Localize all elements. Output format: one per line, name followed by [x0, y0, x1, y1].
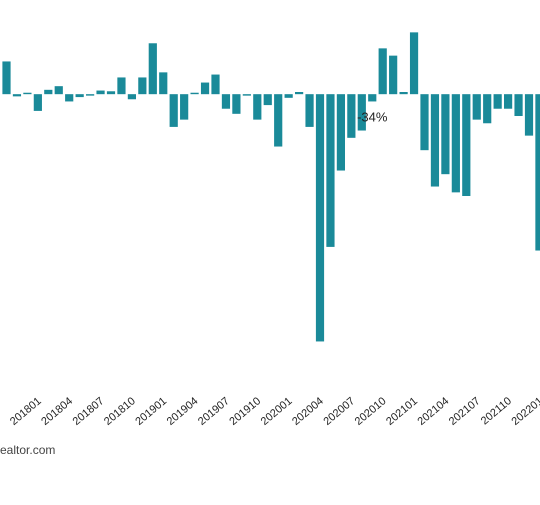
bar-201906: [211, 74, 220, 95]
bar-202109: [493, 94, 502, 109]
source-text: ealtor.com: [0, 443, 56, 457]
bar-201901: [159, 72, 168, 95]
x-tick-label: 201904: [165, 395, 201, 428]
x-tick-label: 202004: [290, 395, 326, 428]
bar-202006: [336, 94, 345, 171]
bar-202008: [357, 94, 366, 131]
x-tick-label: 202001: [259, 395, 295, 428]
x-tick-label: 201801: [8, 395, 44, 428]
bar-202105: [451, 94, 460, 193]
bar-202110: [504, 94, 513, 109]
bar-201909: [242, 94, 251, 96]
bar-201910: [253, 94, 262, 120]
bar-201911: [263, 94, 272, 106]
x-tick-label: 202110: [479, 395, 514, 427]
bar-202101: [409, 32, 419, 95]
bar-202111: [514, 94, 523, 116]
x-tick-label: 201910: [227, 395, 263, 428]
bar-201803: [54, 86, 63, 95]
data-label: -34%: [357, 109, 388, 124]
bar-202103: [430, 94, 440, 187]
bar-201904: [190, 92, 199, 95]
bar-202004: [315, 94, 325, 342]
bar-202007: [347, 94, 356, 138]
bar-201802: [44, 89, 53, 95]
x-tick-label: 202010: [353, 395, 389, 428]
x-tick-label: 202101: [384, 395, 420, 428]
bar-201811: [138, 77, 147, 95]
bar-201804: [65, 94, 74, 102]
x-tick-label: 201907: [196, 395, 232, 428]
x-tick-label: 201807: [71, 395, 107, 428]
bar-202003: [305, 94, 314, 127]
x-tick-label: 201901: [133, 395, 169, 428]
x-tick-label: 202201: [510, 395, 540, 428]
bar-201806: [86, 94, 95, 96]
bar-202104: [441, 94, 450, 175]
bar-201809: [117, 77, 126, 95]
bar-201808: [106, 91, 116, 95]
bar-202005: [326, 94, 335, 247]
bar-201711: [12, 94, 22, 97]
bar-201710: [2, 61, 11, 95]
bar-202107: [472, 94, 481, 120]
bar-201810: [127, 94, 136, 100]
x-tick-label: 202104: [415, 395, 451, 428]
bar-201807: [96, 90, 105, 95]
bar-201908: [232, 94, 241, 114]
x-tick-label: 201804: [39, 395, 75, 428]
bar-202112: [524, 94, 534, 136]
bar-201805: [75, 94, 84, 98]
bar-201907: [221, 94, 231, 109]
x-tick-label: 202007: [321, 395, 357, 428]
bar-202102: [420, 94, 429, 151]
bar-202011: [389, 55, 398, 95]
bar-201905: [200, 82, 210, 95]
bar-202108: [483, 94, 492, 124]
bar-202002: [295, 92, 304, 95]
bar-201912: [274, 94, 283, 147]
bar-202010: [378, 48, 387, 95]
bar-202201: [535, 94, 540, 251]
bar-201712: [23, 92, 32, 95]
bar-202001: [284, 94, 293, 98]
x-tick-label: 202107: [447, 395, 483, 428]
bar-201903: [180, 94, 189, 120]
bar-201812: [148, 43, 157, 95]
x-tick-label: 201810: [102, 395, 138, 428]
bar-201902: [169, 94, 178, 127]
bar-202009: [368, 94, 377, 102]
bar-202106: [462, 94, 471, 196]
bar-202012: [399, 92, 408, 95]
bar-201801: [33, 94, 42, 111]
